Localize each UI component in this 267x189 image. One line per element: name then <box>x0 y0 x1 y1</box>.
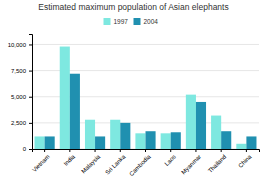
tick-mark <box>69 149 70 152</box>
bars <box>35 47 257 149</box>
tick-label: 10,000 <box>8 42 27 48</box>
tick-mark <box>170 149 171 152</box>
tick: 7,500 <box>11 68 32 74</box>
tick: 2,500 <box>11 120 32 126</box>
tick: 5,000 <box>11 94 32 100</box>
legend: 1997 2004 <box>104 18 159 25</box>
tick-label: China <box>237 153 253 169</box>
tick-label: India <box>63 153 77 167</box>
tick: Sri Lanka <box>104 149 127 176</box>
bar <box>135 133 145 149</box>
bar <box>95 136 105 149</box>
bar <box>246 136 256 149</box>
tick-mark <box>29 71 32 72</box>
tick-mark <box>29 149 32 150</box>
legend-label: 1997 <box>114 18 129 25</box>
bar <box>70 74 80 149</box>
x-axis: Vietnam IndiaMalaysiaSri LankaCambodia Lao… <box>31 149 259 177</box>
tick-label: Sri Lanka <box>104 153 127 176</box>
legend-swatch <box>104 18 111 25</box>
tick: Thailand <box>207 149 228 174</box>
chart: Estimated maximum population of Asian el… <box>0 0 267 189</box>
tick: 0 <box>23 146 32 152</box>
tick: Vietnam <box>31 149 51 173</box>
axis-line <box>29 35 33 150</box>
bar <box>221 131 231 149</box>
tick: China <box>237 149 253 169</box>
bar <box>120 123 130 149</box>
plot: 0 2,500 5,000 7,500 10,000 Vietnam IndiaMalays… <box>8 35 260 178</box>
grid-line <box>32 44 259 45</box>
tick-mark <box>120 149 121 152</box>
tick-mark <box>29 123 32 124</box>
tick-label: Thailand <box>207 154 228 175</box>
bar <box>161 133 171 149</box>
tick-mark <box>44 149 45 152</box>
tick-label: Cambodia <box>128 153 152 177</box>
tick: 10,000 <box>8 42 32 48</box>
tick-mark <box>29 44 32 45</box>
legend-label: 2004 <box>144 18 159 25</box>
legend-swatch <box>134 18 141 25</box>
tick-mark <box>29 97 32 98</box>
bar <box>186 95 196 149</box>
axis-line <box>33 150 260 153</box>
tick-label: Vietnam <box>31 154 51 174</box>
grid <box>32 44 259 149</box>
bar <box>45 136 55 149</box>
tick-label: 2,500 <box>11 120 27 126</box>
tick-label: 0 <box>23 146 27 152</box>
tick-mark <box>95 149 96 152</box>
legend-item: 2004 <box>134 18 159 25</box>
bar <box>236 144 246 149</box>
bar <box>35 136 45 149</box>
y-axis: 0 2,500 5,000 7,500 10,000 <box>8 35 33 153</box>
legend-item: 1997 <box>104 18 129 25</box>
tick-label: Myanmar <box>180 154 202 176</box>
tick-mark <box>195 149 196 152</box>
tick-label: 5,000 <box>11 94 27 100</box>
tick: Myanmar <box>180 149 202 175</box>
tick-mark <box>246 149 247 152</box>
tick: Cambodia <box>128 149 152 177</box>
bar <box>85 120 95 149</box>
tick-label: Malaysia <box>80 153 101 174</box>
bar <box>60 47 70 149</box>
bar <box>171 132 181 149</box>
bar <box>146 131 156 149</box>
bar <box>196 102 206 149</box>
tick-label: 7,500 <box>11 68 27 74</box>
tick-label: Laos <box>163 154 176 167</box>
tick-mark <box>145 149 146 152</box>
bar <box>211 116 221 149</box>
tick: Malaysia <box>80 149 101 175</box>
title: Estimated maximum population of Asian el… <box>38 2 228 12</box>
series <box>35 47 247 149</box>
bar <box>110 120 120 149</box>
tick-mark <box>221 149 222 152</box>
tick: Laos <box>163 149 176 167</box>
series <box>45 74 257 149</box>
tick: India <box>63 149 77 167</box>
